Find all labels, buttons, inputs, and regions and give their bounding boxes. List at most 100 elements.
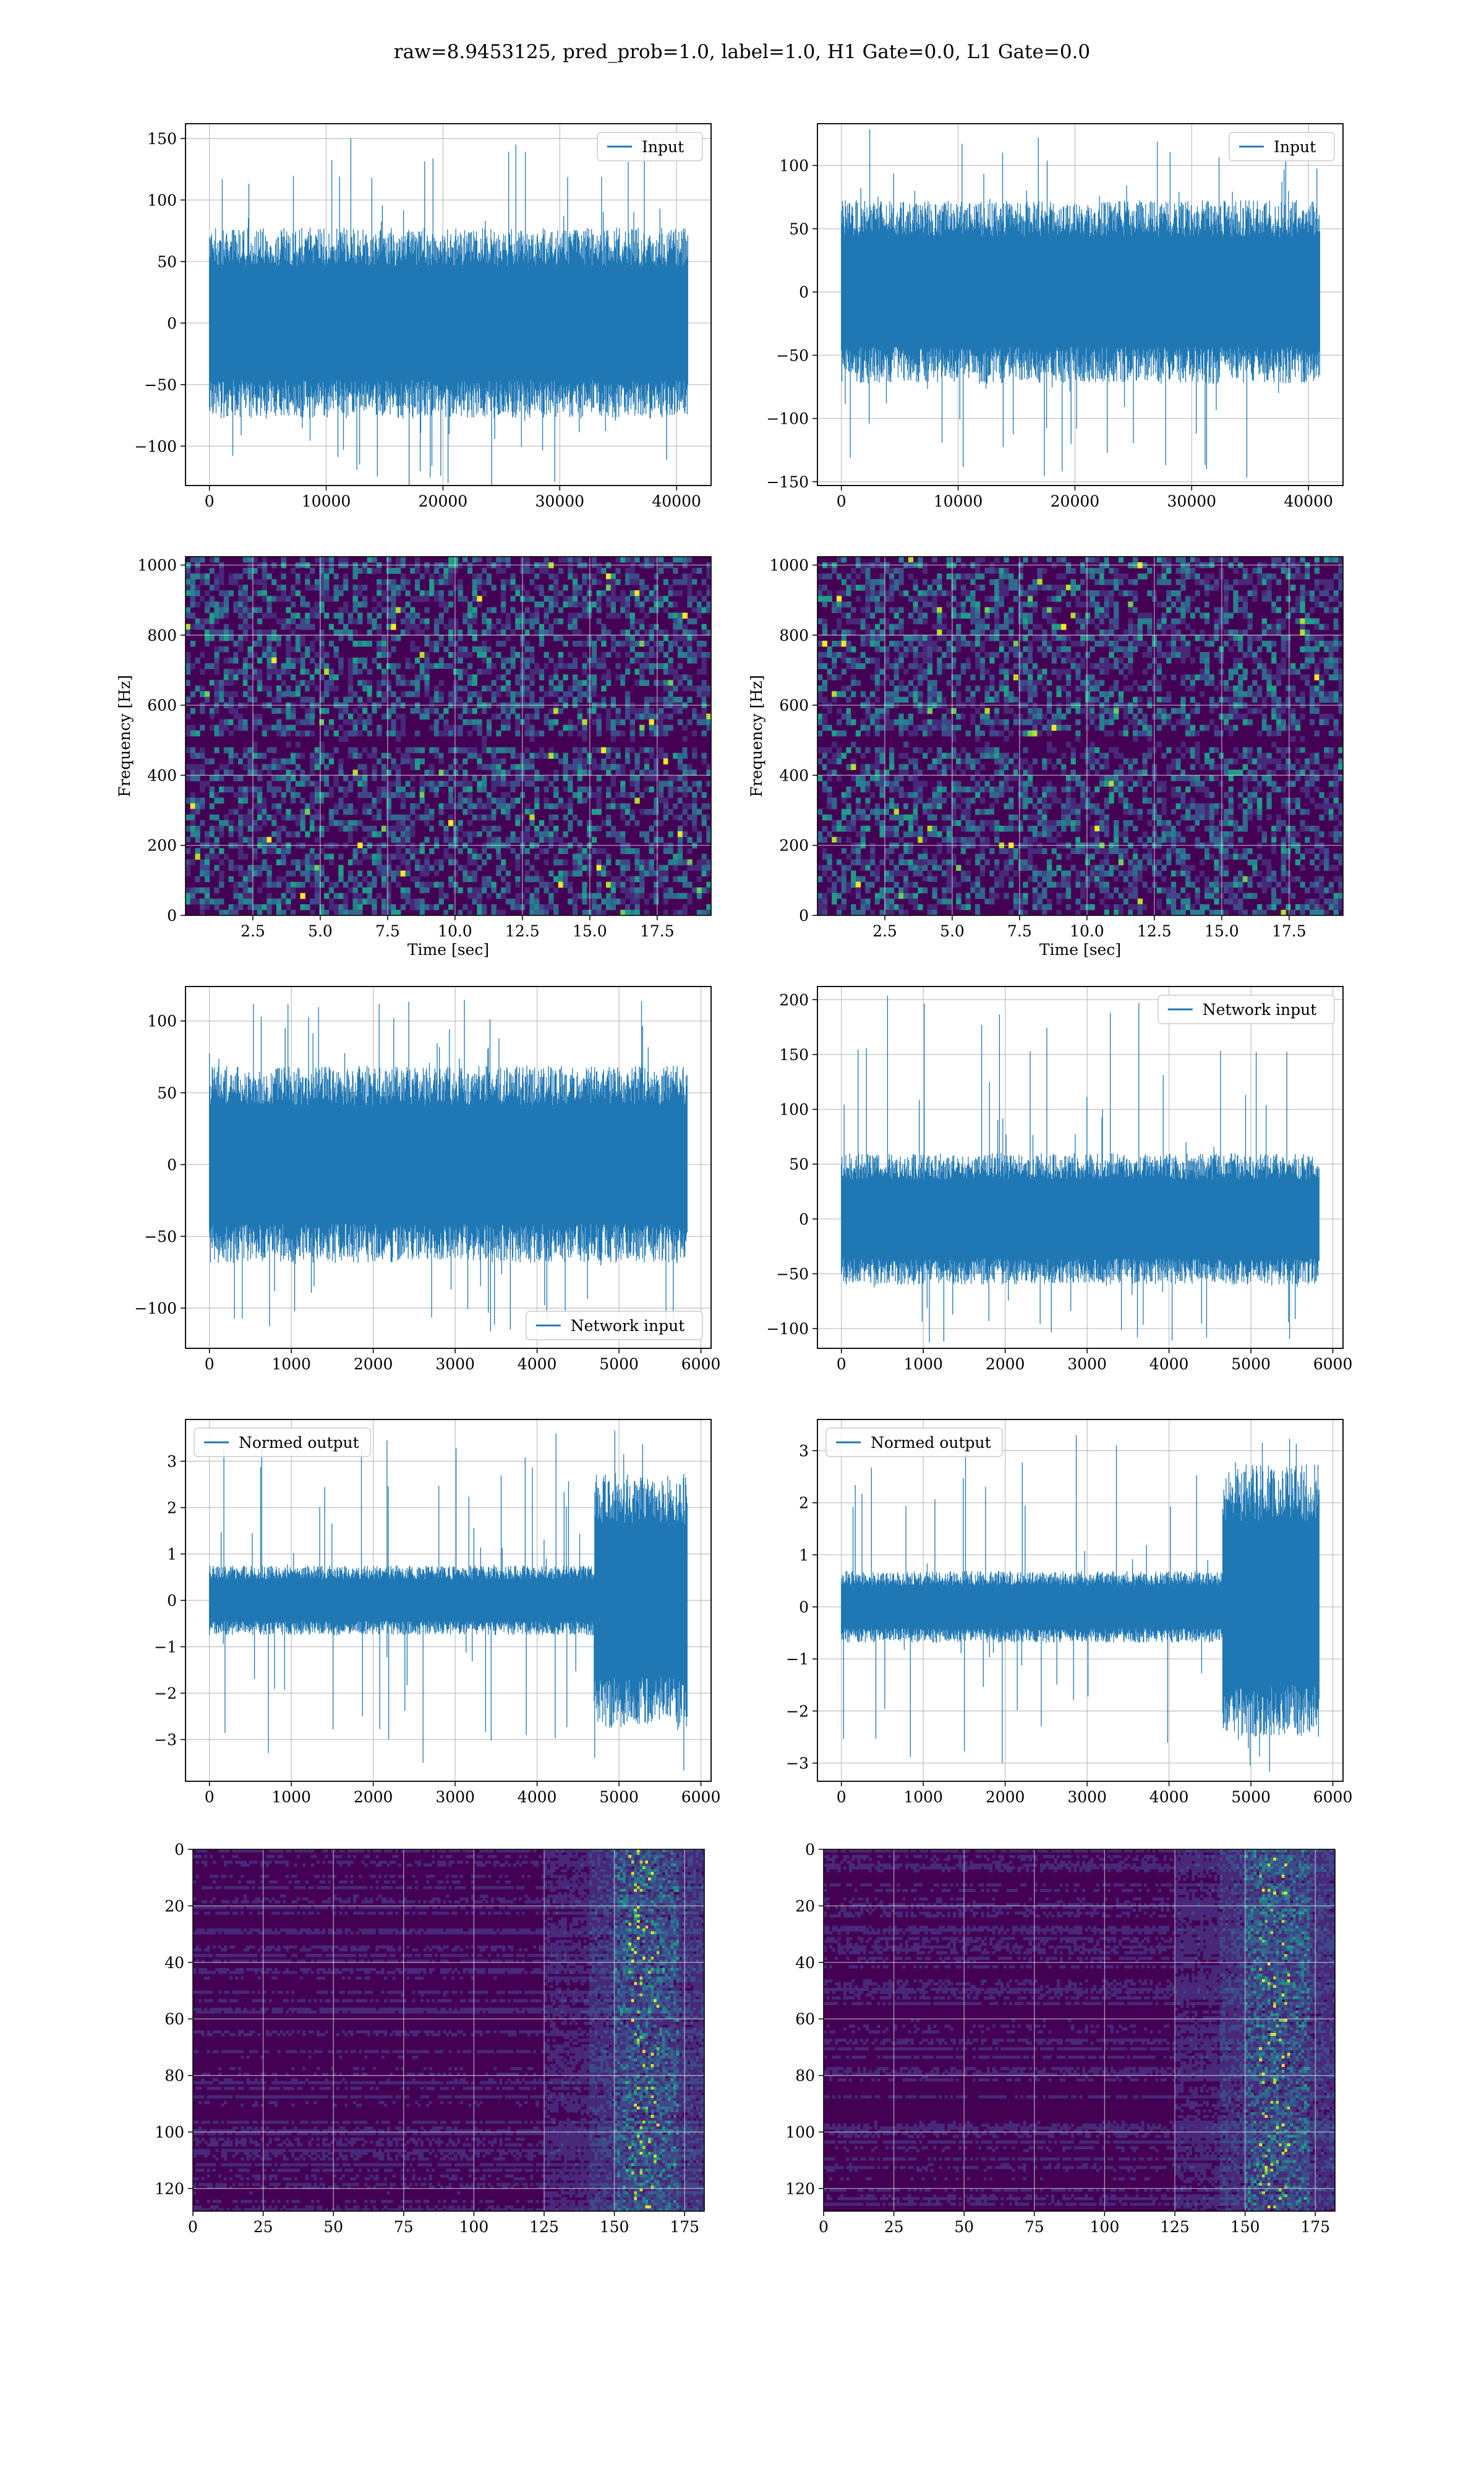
heatmap-cell [515, 814, 521, 821]
heatmap-cell [491, 764, 497, 770]
heatmap-cell [362, 870, 368, 877]
heatmap-cell [822, 623, 828, 630]
heatmap-cell [889, 568, 895, 574]
heatmap-cell [286, 775, 291, 782]
heatmap-cell [644, 837, 650, 843]
heatmap-cell [233, 601, 239, 608]
heatmap-cell [309, 674, 315, 680]
heatmap-cell [524, 663, 530, 669]
heatmap-cell [951, 881, 957, 888]
heatmap-cell [951, 635, 957, 641]
heatmap-cell [923, 657, 928, 664]
heatmap-cell [553, 708, 559, 714]
heatmap-cell [654, 854, 659, 860]
heatmap-cell [262, 797, 267, 804]
heatmap-cell [908, 814, 914, 821]
heatmap-cell [596, 876, 602, 883]
heatmap-cell [606, 596, 612, 602]
heatmap-cell [874, 596, 881, 602]
heatmap-cell [827, 797, 832, 804]
heatmap-cell [851, 629, 856, 636]
heatmap-cell [438, 663, 444, 669]
heatmap-cell [190, 612, 196, 619]
heatmap-cell [827, 814, 832, 821]
heatmap-cell [247, 837, 253, 843]
heatmap-cell [333, 775, 339, 782]
heatmap-cell [577, 786, 582, 793]
heatmap-cell [291, 663, 296, 669]
heatmap-cell [510, 837, 516, 843]
heatmap-cell [706, 865, 712, 871]
heatmap-cell [477, 601, 482, 608]
heatmap-cell [477, 764, 482, 770]
heatmap-cell [706, 904, 712, 910]
heatmap-cell [706, 724, 712, 731]
heatmap-cell [419, 629, 425, 636]
heatmap-cell [846, 820, 851, 826]
heatmap-cell [228, 680, 234, 687]
heatmap-cell [898, 663, 904, 669]
heatmap-cell [467, 848, 473, 854]
heatmap-cell [706, 837, 712, 843]
heatmap-cell [458, 865, 463, 871]
heatmap-cell [314, 758, 320, 764]
heatmap-cell [659, 753, 664, 759]
heatmap-cell [582, 573, 587, 580]
heatmap-cell [553, 887, 559, 894]
heatmap-cell [477, 724, 482, 731]
heatmap-cell [946, 646, 952, 653]
heatmap-cell [903, 590, 909, 597]
heatmap-cell [400, 652, 406, 658]
heatmap-cell [524, 887, 530, 894]
heatmap-cell [644, 612, 650, 619]
heatmap-cell [343, 696, 349, 703]
heatmap-cell [276, 764, 282, 770]
heatmap-cell [706, 629, 712, 636]
heatmap-cell [448, 747, 454, 753]
heatmap-cell [242, 607, 249, 614]
heatmap-cell [319, 568, 325, 574]
heatmap-cell [989, 826, 995, 832]
heatmap-cell [377, 797, 382, 804]
heatmap-cell [281, 708, 286, 714]
heatmap-cell [524, 713, 530, 720]
heatmap-cell [855, 909, 861, 916]
heatmap-cell [620, 898, 626, 905]
heatmap-cell [548, 601, 554, 608]
heatmap-cell [458, 685, 463, 692]
heatmap-cell [965, 881, 971, 888]
heatmap-cell [596, 775, 602, 782]
heatmap-cell [305, 713, 310, 720]
heatmap-cell [889, 680, 895, 687]
heatmap-cell [841, 657, 846, 664]
heatmap-cell [841, 814, 846, 821]
heatmap-cell [524, 724, 530, 731]
heatmap-cell [855, 808, 861, 815]
heatmap-cell [841, 557, 846, 563]
heatmap-cell [659, 876, 664, 883]
heatmap-cell [629, 792, 635, 798]
heatmap-cell [534, 904, 540, 910]
heatmap-cell [214, 826, 220, 832]
heatmap-cell [908, 792, 914, 798]
heatmap-cell [548, 607, 554, 614]
heatmap-cell [291, 887, 296, 894]
heatmap-cell [396, 837, 401, 843]
heatmap-cell [405, 865, 411, 871]
heatmap-cell [673, 557, 678, 563]
heatmap-cell [946, 663, 952, 669]
heatmap-cell [582, 579, 587, 585]
heatmap-cell [467, 753, 473, 759]
heatmap-cell [414, 584, 420, 591]
heatmap-cell [879, 708, 885, 714]
heatmap-cell [400, 629, 406, 636]
heatmap-cell [429, 708, 435, 714]
heatmap-cell [472, 607, 477, 614]
heatmap-cell [186, 629, 191, 636]
heatmap-cell [186, 680, 191, 687]
heatmap-cell [414, 898, 420, 905]
heatmap-cell [577, 685, 582, 692]
heatmap-cell [923, 769, 928, 776]
heatmap-cell [362, 792, 368, 798]
heatmap-cell [563, 674, 568, 680]
